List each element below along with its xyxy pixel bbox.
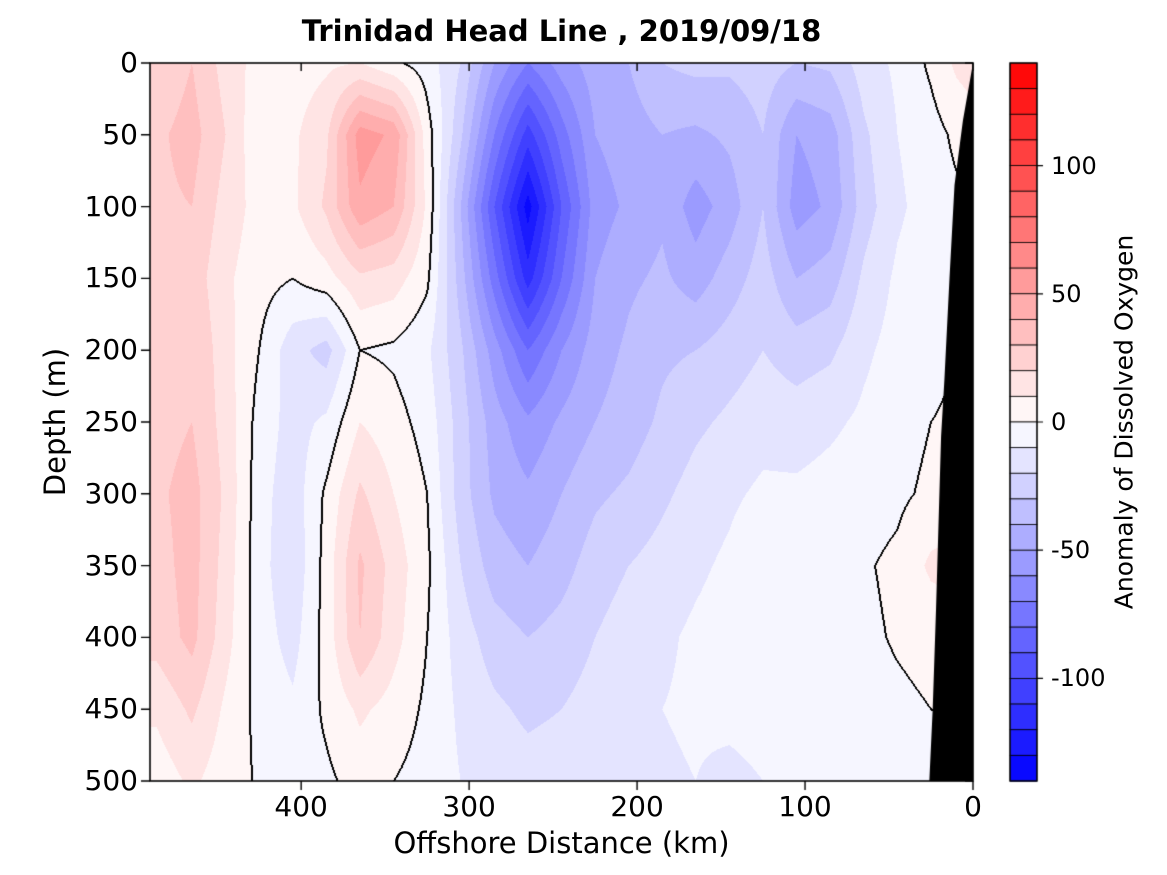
- y-tick-label: 50: [102, 117, 138, 151]
- colorbar-tick-label: -100: [1051, 664, 1106, 693]
- y-tick-label: 0: [120, 46, 138, 79]
- y-tick-label: 150: [84, 261, 138, 295]
- plot-title: Trinidad Head Line , 2019/09/18: [301, 14, 822, 48]
- x-tick-label: 400: [274, 790, 328, 823]
- contour-plot-canvas: [140, 53, 983, 791]
- y-tick-label: 450: [84, 692, 138, 726]
- y-tick-label: 400: [84, 620, 138, 654]
- colorbar-label: Anomaly of Dissolved Oxygen: [1109, 234, 1139, 610]
- x-tick-label: 100: [778, 790, 832, 823]
- x-tick-label: 200: [610, 790, 664, 823]
- x-tick-label: 300: [442, 790, 496, 823]
- colorbar-tick-label: -50: [1051, 536, 1091, 565]
- colorbar-canvas: [1004, 57, 1074, 787]
- y-tick-label: 100: [84, 189, 138, 223]
- x-tick-label: 0: [964, 790, 982, 823]
- colorbar-tick-label: 100: [1051, 151, 1097, 180]
- colorbar-tick-label: 0: [1051, 408, 1067, 436]
- y-tick-label: 300: [84, 476, 138, 510]
- colorbar-tick-label: 50: [1051, 279, 1082, 308]
- y-tick-label: 250: [84, 405, 138, 438]
- y-tick-label: 350: [84, 548, 138, 582]
- y-tick-label: 500: [84, 764, 138, 797]
- x-axis-label: Offshore Distance (km): [393, 826, 730, 860]
- y-tick-label: 200: [84, 333, 138, 367]
